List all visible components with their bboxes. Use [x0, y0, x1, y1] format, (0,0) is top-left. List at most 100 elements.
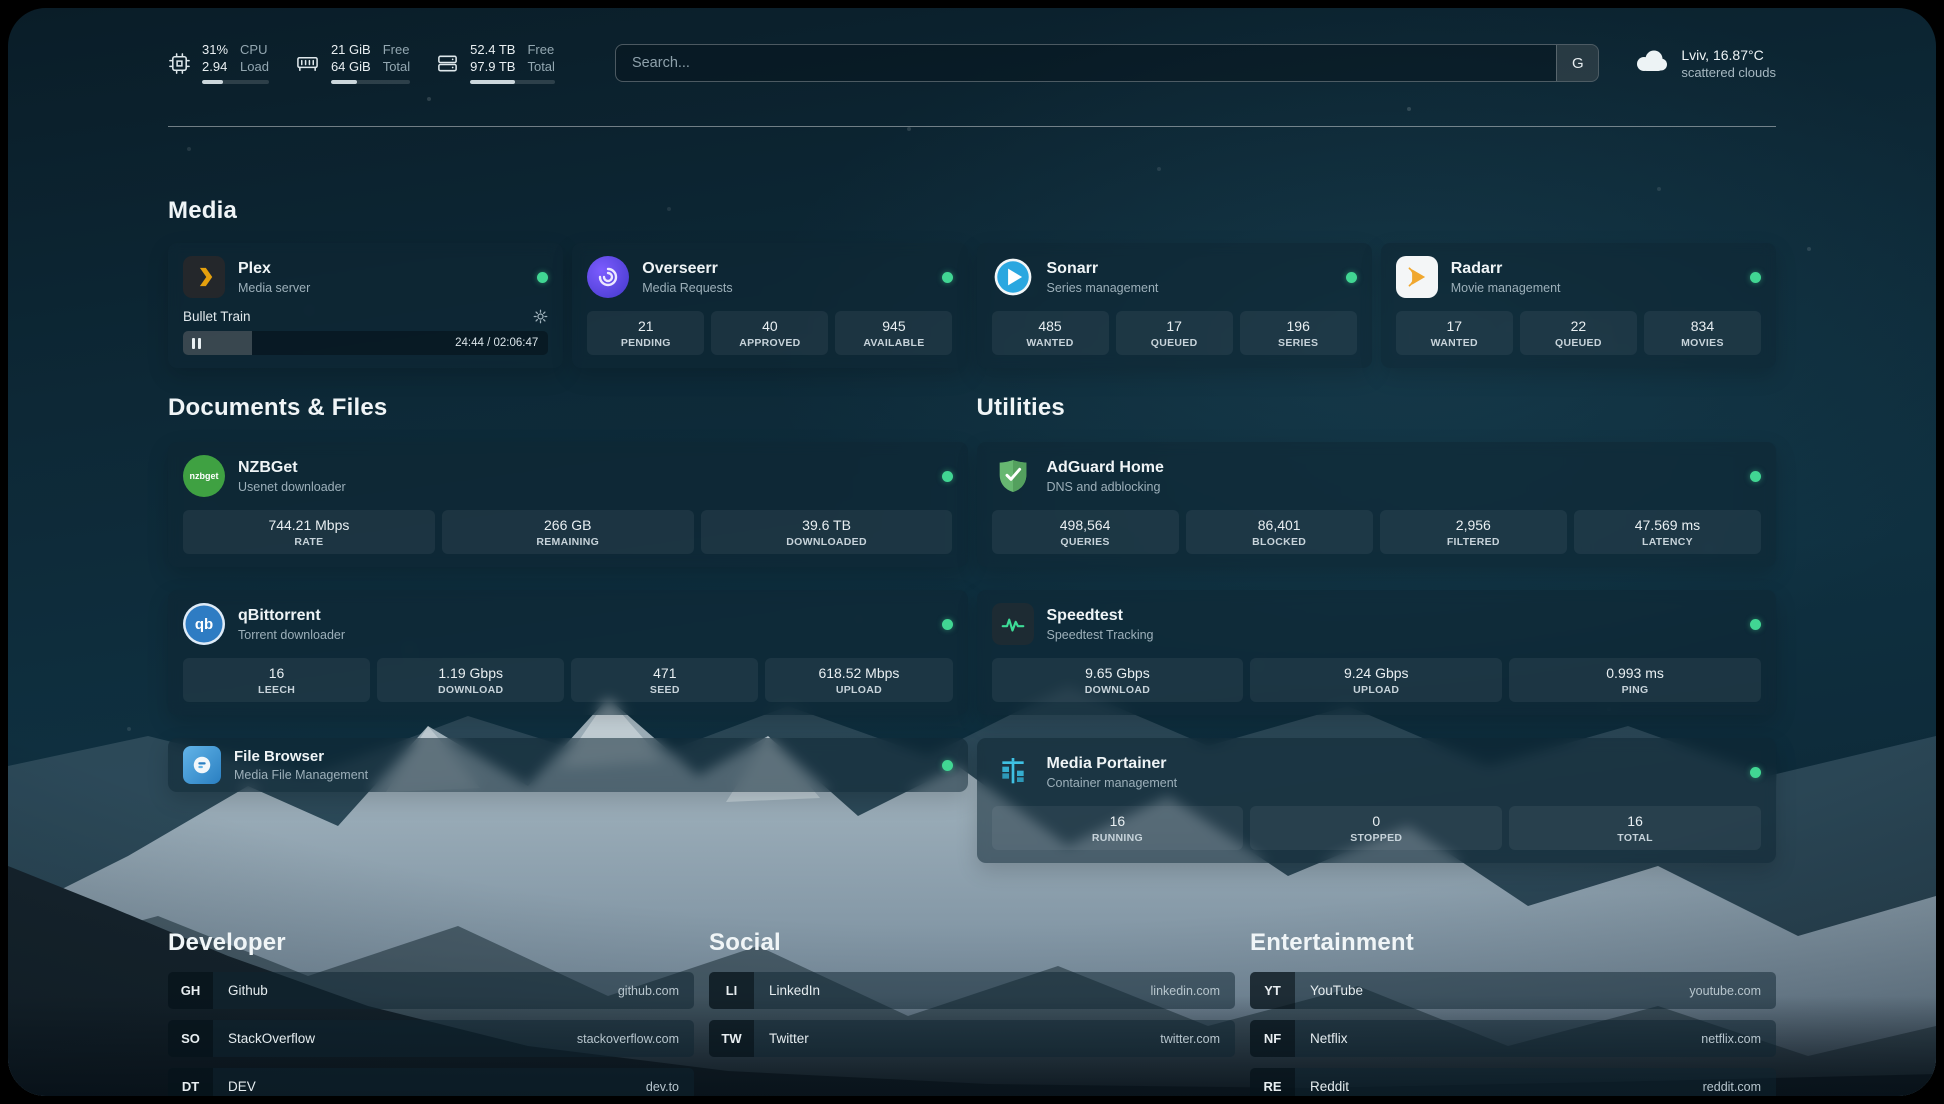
disk-total: 97.9 TB — [470, 59, 516, 74]
weather-condition: scattered clouds — [1681, 64, 1776, 80]
filebrowser-icon — [183, 746, 221, 784]
cpu-usage-bar — [202, 80, 269, 84]
section-title-media: Media — [168, 197, 238, 224]
service-card-plex[interactable]: Plex Media server Bullet Train — [168, 243, 564, 368]
bookmark-abbr: GH — [168, 972, 213, 1009]
service-name: qBittorrent — [238, 606, 321, 624]
bookmark-name: Twitter — [769, 1031, 809, 1046]
service-name: AdGuard Home — [1046, 458, 1164, 476]
stat-upload: 618.52 Mbps UPLOAD — [765, 658, 953, 702]
service-card-filebrowser[interactable]: File Browser Media File Management — [168, 738, 968, 792]
service-name: Sonarr — [1046, 259, 1099, 277]
disk-usage-bar — [470, 80, 555, 84]
bookmark-youtube[interactable]: YT YouTube youtube.com — [1250, 972, 1776, 1009]
stat-queued: 17 QUEUED — [1115, 311, 1233, 355]
stat-download: 1.19 Gbps DOWNLOAD — [377, 658, 565, 702]
gear-icon[interactable] — [533, 309, 548, 324]
service-subtitle: DNS and adblocking — [1046, 479, 1161, 494]
bookmark-domain: twitter.com — [1160, 1031, 1220, 1046]
service-card-adguard[interactable]: AdGuard Home DNS and adblocking 498,564 … — [976, 442, 1776, 567]
dashboard-root: 31% 2.94 CPU Load — [8, 8, 1936, 1096]
stat-approved: 40 APPROVED — [711, 311, 829, 355]
bookmark-github[interactable]: GH Github github.com — [168, 972, 694, 1009]
stat-wanted: 17 WANTED — [1395, 311, 1513, 355]
playback-time: 24:44 / 02:06:47 — [455, 337, 539, 349]
service-card-radarr[interactable]: Radarr Movie management 17 WANTED 22 QUE… — [1380, 243, 1776, 368]
bookmark-abbr: LI — [709, 972, 754, 1009]
status-dot — [941, 470, 953, 482]
status-dot — [1750, 470, 1761, 482]
disk-free-label: Free — [527, 42, 555, 57]
weather-widget: Lviv, 16.87°C scattered clouds — [1633, 46, 1776, 81]
dashboard-content: 31% 2.94 CPU Load — [8, 8, 1936, 1096]
service-card-portainer[interactable]: Media Portainer Container management 16 … — [976, 738, 1776, 863]
disk-widget: 52.4 TB 97.9 TB Free Total — [436, 42, 555, 84]
stat-stopped: 0 STOPPED — [1250, 806, 1503, 850]
section-title-entertainment: Entertainment — [1250, 929, 1414, 956]
service-subtitle: Media Requests — [642, 280, 733, 295]
topbar-divider — [168, 126, 1776, 127]
stat-remaining: 266 GB REMAINING — [441, 510, 694, 554]
service-subtitle: Media server — [238, 280, 311, 295]
service-subtitle: Movie management — [1450, 280, 1561, 295]
pause-icon[interactable] — [192, 337, 201, 349]
section-title-social: Social — [709, 929, 781, 956]
cpu-icon — [168, 52, 191, 75]
service-subtitle: Series management — [1046, 280, 1159, 295]
bookmark-stackoverflow[interactable]: SO StackOverflow stackoverflow.com — [168, 1020, 694, 1057]
memory-icon — [295, 52, 320, 75]
status-dot — [1750, 618, 1761, 630]
service-subtitle: Media File Management — [234, 768, 369, 782]
adguard-icon — [992, 455, 1034, 497]
service-card-overseerr[interactable]: Overseerr Media Requests 21 PENDING 40 A… — [572, 243, 968, 368]
memory-widget: 21 GiB 64 GiB Free Total — [295, 42, 411, 84]
disk-free: 52.4 TB — [470, 42, 516, 57]
nzbget-icon: nzbget — [183, 455, 225, 497]
bookmark-name: LinkedIn — [769, 983, 821, 998]
bookmark-domain: stackoverflow.com — [576, 1031, 679, 1046]
memory-total-label: Total — [382, 59, 411, 74]
section-developer: Developer GH Github github.com SO StackO… — [168, 929, 694, 1096]
bookmark-name: StackOverflow — [228, 1031, 316, 1046]
bookmark-abbr: NF — [1250, 1020, 1295, 1057]
memory-free-label: Free — [382, 42, 410, 57]
disk-icon — [436, 52, 459, 75]
service-subtitle: Container management — [1046, 775, 1178, 790]
service-name: File Browser — [234, 748, 325, 765]
service-card-qbittorrent[interactable]: qb qBittorrent Torrent downloader 16 LEE… — [168, 590, 968, 715]
stat-latency: 47.569 ms LATENCY — [1573, 510, 1761, 554]
section-title-developer: Developer — [168, 929, 286, 956]
weather-location: Lviv, 16.87°C — [1681, 46, 1764, 63]
bookmark-domain: youtube.com — [1689, 983, 1761, 998]
bookmark-domain: netflix.com — [1701, 1031, 1761, 1046]
service-subtitle: Torrent downloader — [238, 627, 346, 642]
bookmark-dev[interactable]: DT DEV dev.to — [168, 1068, 694, 1096]
search-input[interactable] — [615, 45, 1557, 81]
bookmark-reddit[interactable]: RE Reddit reddit.com — [1250, 1068, 1776, 1096]
status-dot — [941, 759, 953, 771]
status-dot — [537, 271, 549, 283]
bookmark-linkedin[interactable]: LI LinkedIn linkedin.com — [709, 972, 1235, 1009]
section-social: Social LI LinkedIn linkedin.com TW Twitt… — [709, 929, 1235, 1096]
service-card-sonarr[interactable]: Sonarr Series management 485 WANTED 17 Q… — [976, 243, 1372, 368]
service-card-nzbget[interactable]: nzbget NZBGet Usenet downloader 744.21 M… — [168, 442, 968, 567]
cloud-icon — [1633, 47, 1669, 79]
service-card-speedtest[interactable]: Speedtest Speedtest Tracking 9.65 Gbps D… — [976, 590, 1776, 715]
bookmark-name: Reddit — [1310, 1079, 1350, 1094]
stat-rate: 744.21 Mbps RATE — [183, 510, 435, 554]
section-documents: Documents & Files nzbget NZBGet Usenet d… — [168, 394, 968, 863]
search-provider-button[interactable]: G — [1556, 45, 1599, 81]
bookmark-abbr: SO — [168, 1020, 213, 1057]
bookmark-netflix[interactable]: NF Netflix netflix.com — [1250, 1020, 1776, 1057]
stat-ping: 0.993 ms PING — [1509, 658, 1761, 702]
cpu-percent: 31% — [202, 42, 229, 57]
playback-progress-bar[interactable]: 24:44 / 02:06:47 — [183, 331, 549, 355]
speedtest-icon — [991, 603, 1034, 645]
now-playing-title: Bullet Train — [183, 309, 251, 324]
stat-total: 16 TOTAL — [1509, 806, 1761, 850]
stat-wanted: 485 WANTED — [991, 311, 1109, 355]
overseerr-icon — [587, 256, 630, 298]
section-media: Media Plex Media server — [168, 197, 1776, 368]
stat-filtered: 2,956 FILTERED — [1379, 510, 1567, 554]
bookmark-twitter[interactable]: TW Twitter twitter.com — [709, 1020, 1235, 1057]
